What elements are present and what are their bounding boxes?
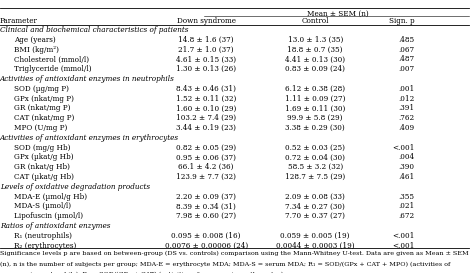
Text: 21.7 ± 1.0 (37): 21.7 ± 1.0 (37) (178, 46, 234, 54)
Text: GR (nkat/g Hb): GR (nkat/g Hb) (14, 163, 70, 171)
Text: 2.20 ± 0.09 (37): 2.20 ± 0.09 (37) (176, 193, 236, 201)
Text: R₁ (neutrophils): R₁ (neutrophils) (14, 232, 72, 240)
Text: R₂ (erythrocytes): R₂ (erythrocytes) (14, 242, 77, 250)
Text: .001: .001 (399, 85, 415, 93)
Text: SOD (µg/mg P): SOD (µg/mg P) (14, 85, 69, 93)
Text: Significance levels p are based on between-group (DS vs. controls) comparison us: Significance levels p are based on betwe… (0, 251, 469, 256)
Text: Control: Control (301, 17, 329, 25)
Text: 0.0076 ± 0.00006 (24): 0.0076 ± 0.00006 (24) (164, 242, 248, 250)
Text: Age (years): Age (years) (14, 36, 56, 44)
Text: .390: .390 (399, 163, 415, 171)
Text: Sign. p: Sign. p (389, 17, 415, 25)
Text: .355: .355 (399, 193, 415, 201)
Text: .021: .021 (399, 203, 415, 210)
Text: GR (nkat/mg P): GR (nkat/mg P) (14, 105, 71, 112)
Text: .004: .004 (399, 153, 415, 161)
Text: SOD (mg/g Hb): SOD (mg/g Hb) (14, 144, 71, 152)
Text: Clinical and biochemical characteristics of patients: Clinical and biochemical characteristics… (0, 26, 189, 34)
Text: GPx (µkat/g Hb): GPx (µkat/g Hb) (14, 153, 74, 161)
Text: 1.60 ± 0.10 (29): 1.60 ± 0.10 (29) (176, 105, 237, 112)
Text: .067: .067 (399, 46, 415, 54)
Text: .409: .409 (399, 124, 415, 132)
Text: .762: .762 (399, 114, 415, 122)
Text: <.001: <.001 (392, 242, 415, 250)
Text: 1.30 ± 0.13 (26): 1.30 ± 0.13 (26) (176, 65, 236, 73)
Text: 2.09 ± 0.08 (33): 2.09 ± 0.08 (33) (285, 193, 345, 201)
Text: 128.7 ± 7.5 (29): 128.7 ± 7.5 (29) (285, 173, 346, 181)
Text: 7.98 ± 0.60 (27): 7.98 ± 0.60 (27) (176, 212, 236, 220)
Text: .487: .487 (399, 55, 415, 63)
Text: 0.0044 ± 0.0003 (19): 0.0044 ± 0.0003 (19) (276, 242, 355, 250)
Text: 0.95 ± 0.06 (37): 0.95 ± 0.06 (37) (176, 153, 236, 161)
Text: Lipofuscin (µmol/l): Lipofuscin (µmol/l) (14, 212, 83, 220)
Text: GPx (nkat/mg P): GPx (nkat/mg P) (14, 95, 74, 103)
Text: <.001: <.001 (392, 232, 415, 240)
Text: 99.9 ± 5.8 (29): 99.9 ± 5.8 (29) (287, 114, 343, 122)
Text: 66.1 ± 4.2 (36): 66.1 ± 4.2 (36) (178, 163, 234, 171)
Text: 1.11 ± 0.09 (27): 1.11 ± 0.09 (27) (285, 95, 346, 103)
Text: 14.8 ± 1.6 (37): 14.8 ± 1.6 (37) (178, 36, 234, 44)
Text: Ratios of antioxidant enzymes: Ratios of antioxidant enzymes (0, 222, 110, 230)
Text: CAT (nkat/mg P): CAT (nkat/mg P) (14, 114, 74, 122)
Text: <.001: <.001 (392, 144, 415, 152)
Text: 4.41 ± 0.13 (30): 4.41 ± 0.13 (30) (285, 55, 345, 63)
Text: 6.12 ± 0.38 (28): 6.12 ± 0.38 (28) (285, 85, 345, 93)
Text: Levels of oxidative degradation products: Levels of oxidative degradation products (0, 183, 150, 191)
Text: 0.72 ± 0.04 (30): 0.72 ± 0.04 (30) (285, 153, 345, 161)
Text: 13.0 ± 1.3 (35): 13.0 ± 1.3 (35) (288, 36, 343, 44)
Text: .461: .461 (399, 173, 415, 181)
Text: 58.5 ± 3.2 (32): 58.5 ± 3.2 (32) (288, 163, 343, 171)
Text: Triglyceride (mmol/l): Triglyceride (mmol/l) (14, 65, 92, 73)
Text: 7.34 ± 0.27 (30): 7.34 ± 0.27 (30) (285, 203, 345, 210)
Text: 18.8 ± 0.7 (35): 18.8 ± 0.7 (35) (287, 46, 343, 54)
Text: enzymes in neutrophils); R₂ = SOD/(GPx + CAT) (activities of enzymes in erythroc: enzymes in neutrophils); R₂ = SOD/(GPx +… (0, 272, 285, 273)
Text: 123.9 ± 7.7 (32): 123.9 ± 7.7 (32) (176, 173, 236, 181)
Text: 0.095 ± 0.008 (16): 0.095 ± 0.008 (16) (172, 232, 241, 240)
Text: 0.059 ± 0.005 (19): 0.059 ± 0.005 (19) (281, 232, 350, 240)
Text: 1.52 ± 0.11 (32): 1.52 ± 0.11 (32) (176, 95, 237, 103)
Text: 8.43 ± 0.46 (31): 8.43 ± 0.46 (31) (176, 85, 236, 93)
Text: 7.70 ± 0.37 (27): 7.70 ± 0.37 (27) (285, 212, 345, 220)
Text: 0.82 ± 0.05 (29): 0.82 ± 0.05 (29) (176, 144, 236, 152)
Text: 103.2 ± 7.4 (29): 103.2 ± 7.4 (29) (176, 114, 236, 122)
Text: Parameter: Parameter (0, 17, 38, 25)
Text: 0.52 ± 0.03 (25): 0.52 ± 0.03 (25) (285, 144, 345, 152)
Text: BMI (kg/m²): BMI (kg/m²) (14, 46, 59, 54)
Text: Cholesterol (mmol/l): Cholesterol (mmol/l) (14, 55, 89, 63)
Text: .391: .391 (399, 105, 415, 112)
Text: 1.69 ± 0.11 (30): 1.69 ± 0.11 (30) (285, 105, 346, 112)
Text: CAT (µkat/g Hb): CAT (µkat/g Hb) (14, 173, 74, 181)
Text: MDA-E (µmol/g Hb): MDA-E (µmol/g Hb) (14, 193, 87, 201)
Text: MPO (U/mg P): MPO (U/mg P) (14, 124, 68, 132)
Text: Mean ± SEM (n): Mean ± SEM (n) (307, 10, 369, 18)
Text: 0.83 ± 0.09 (24): 0.83 ± 0.09 (24) (285, 65, 345, 73)
Text: .485: .485 (399, 36, 415, 44)
Text: 3.38 ± 0.29 (30): 3.38 ± 0.29 (30) (285, 124, 345, 132)
Text: Activities of antioxidant enzymes in erythrocytes: Activities of antioxidant enzymes in ery… (0, 134, 179, 142)
Text: 8.39 ± 0.34 (31): 8.39 ± 0.34 (31) (176, 203, 236, 210)
Text: (n), n is the number of subjects per group; MDA-E = erythrocyte MDA; MDA-S = ser: (n), n is the number of subjects per gro… (0, 261, 450, 266)
Text: MDA-S (µmol/l): MDA-S (µmol/l) (14, 203, 72, 210)
Text: .672: .672 (399, 212, 415, 220)
Text: 3.44 ± 0.19 (23): 3.44 ± 0.19 (23) (176, 124, 236, 132)
Text: .007: .007 (399, 65, 415, 73)
Text: .012: .012 (399, 95, 415, 103)
Text: Activities of antioxidant enzymes in neutrophils: Activities of antioxidant enzymes in neu… (0, 76, 175, 84)
Text: Down syndrome: Down syndrome (177, 17, 236, 25)
Text: 4.61 ± 0.15 (33): 4.61 ± 0.15 (33) (176, 55, 236, 63)
